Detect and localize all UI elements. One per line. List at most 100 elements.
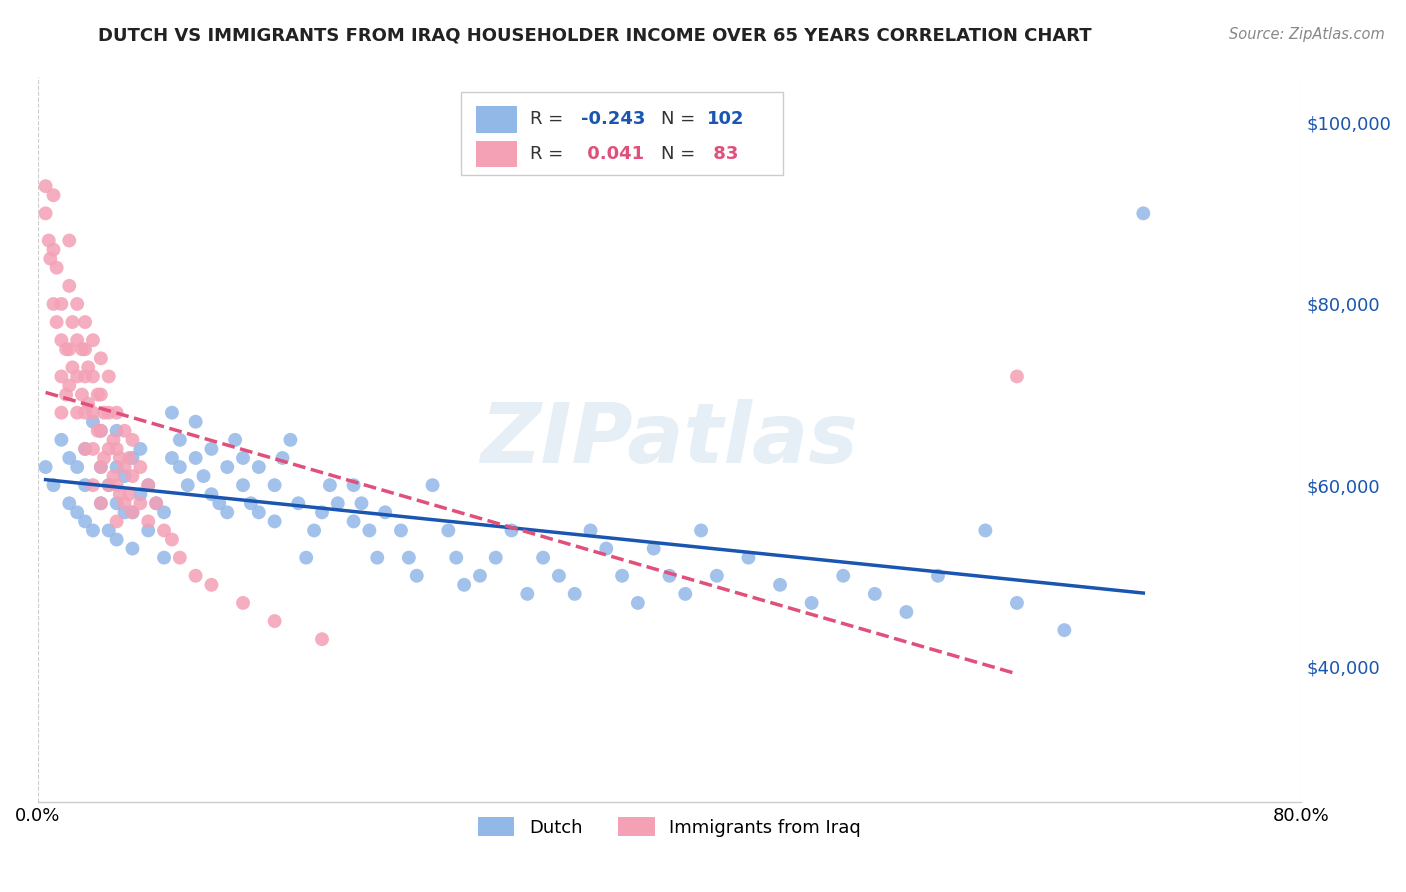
Point [342, 478, 364, 492]
Point [34, 460, 56, 475]
Point [42, 188, 65, 202]
Point [58, 278, 80, 293]
Point [239, 496, 262, 510]
Point [70, 343, 93, 357]
Point [184, 415, 207, 429]
Point [280, 433, 302, 447]
Text: 102: 102 [707, 111, 745, 128]
Point [610, 568, 633, 582]
Point [75, 406, 97, 420]
Point [38, 234, 60, 248]
Point [34, 179, 56, 194]
Point [51, 369, 73, 384]
Point [263, 515, 285, 529]
Point [247, 460, 270, 475]
Point [1005, 596, 1028, 610]
Point [45, 260, 67, 275]
Point [77, 360, 100, 375]
Point [184, 568, 207, 582]
Point [129, 496, 152, 510]
FancyBboxPatch shape [477, 106, 516, 133]
Point [169, 550, 191, 565]
Point [75, 442, 97, 456]
Point [706, 568, 728, 582]
Point [42, 478, 65, 492]
Point [263, 614, 285, 628]
Point [422, 478, 444, 492]
Point [302, 524, 325, 538]
Point [121, 433, 143, 447]
Point [34, 206, 56, 220]
Point [93, 450, 115, 465]
Point [366, 550, 388, 565]
Point [531, 550, 554, 565]
Point [374, 505, 396, 519]
Text: 0.041: 0.041 [581, 145, 644, 162]
Point [232, 596, 254, 610]
Point [129, 442, 152, 456]
Point [75, 442, 97, 456]
Point [62, 315, 84, 329]
Point [42, 243, 65, 257]
Point [896, 605, 918, 619]
Point [121, 469, 143, 483]
Point [319, 478, 342, 492]
Text: R =: R = [530, 111, 569, 128]
Point [93, 406, 115, 420]
Point [501, 524, 523, 538]
Point [595, 541, 617, 556]
Point [51, 433, 73, 447]
FancyBboxPatch shape [477, 141, 516, 167]
Point [627, 596, 650, 610]
Text: N =: N = [661, 145, 700, 162]
Point [437, 524, 460, 538]
Legend: Dutch, Immigrants from Iraq: Dutch, Immigrants from Iraq [471, 810, 868, 844]
Point [108, 450, 131, 465]
Point [690, 524, 713, 538]
Text: Source: ZipAtlas.com: Source: ZipAtlas.com [1229, 27, 1385, 42]
Point [405, 568, 427, 582]
Point [55, 387, 77, 401]
Point [105, 515, 128, 529]
Point [90, 387, 112, 401]
Point [153, 505, 176, 519]
Point [62, 360, 84, 375]
Point [974, 524, 997, 538]
Point [97, 478, 120, 492]
Point [169, 433, 191, 447]
Point [326, 496, 349, 510]
Point [66, 406, 89, 420]
Point [66, 333, 89, 347]
Point [58, 234, 80, 248]
Point [217, 460, 239, 475]
Point [114, 496, 136, 510]
Point [58, 496, 80, 510]
Point [153, 524, 176, 538]
Point [58, 450, 80, 465]
Point [114, 469, 136, 483]
Point [160, 406, 183, 420]
Point [118, 487, 141, 501]
Point [485, 550, 508, 565]
Point [200, 487, 222, 501]
Point [51, 333, 73, 347]
Point [90, 351, 112, 366]
Point [643, 541, 665, 556]
Point [75, 343, 97, 357]
Point [658, 568, 681, 582]
Point [114, 460, 136, 475]
Point [75, 369, 97, 384]
Point [200, 442, 222, 456]
Point [90, 496, 112, 510]
Point [97, 478, 120, 492]
Point [271, 450, 294, 465]
Point [145, 496, 167, 510]
Point [39, 252, 62, 266]
Point [177, 478, 200, 492]
Point [263, 478, 285, 492]
Point [287, 496, 309, 510]
Point [90, 460, 112, 475]
Point [311, 505, 333, 519]
Point [160, 450, 183, 465]
Point [136, 515, 159, 529]
